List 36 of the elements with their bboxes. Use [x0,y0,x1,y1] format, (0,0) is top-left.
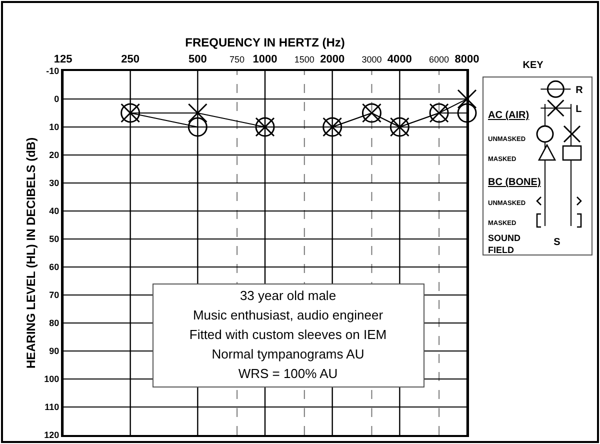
legend-label: R [576,85,584,96]
text: BC (BONE) [488,177,541,188]
x-tick-label: 6000 [429,54,450,65]
y-tick-label: -10 [46,66,60,76]
text: S [554,237,561,248]
x-tick-label: 1500 [294,54,314,65]
x-tick-label: 250 [121,54,140,66]
x-tick-label: 500 [188,54,207,66]
y-tick-label: 100 [44,374,60,384]
y-tick-label: 40 [49,206,60,216]
y-tick-label: 10 [49,122,60,132]
y-tick-label: 20 [49,150,60,160]
y-tick-label: 50 [49,234,60,244]
x-tick-label: 3000 [362,54,382,65]
x-tick-label: 8000 [454,54,480,66]
y-tick-label: 30 [49,178,60,188]
y-tick-label: 110 [44,402,60,412]
legend-title: KEY [522,60,544,71]
text: AC (AIR) [488,110,530,121]
y-tick-label: 90 [49,346,60,356]
x-tick-label: 125 [54,54,72,66]
text: SOUND FIELD [488,233,521,255]
legend-label: L [576,104,582,116]
y-axis-title: HEARING LEVEL (HL) IN DECIBELS (dB) [24,137,38,369]
y-tick-label: 120 [44,430,60,440]
x-axis-title: FREQUENCY IN HERTZ (Hz) [185,35,345,50]
x-tick-label: 2000 [320,54,345,66]
x-tick-label: 4000 [387,54,412,66]
y-tick-label: 60 [49,262,60,272]
y-tick-label: 80 [49,318,60,328]
x-tick-label: 1000 [252,54,278,66]
x-tick-label: 750 [230,54,245,65]
annotation: 33 year old male Music enthusiast, audio engineer Fitted with custom sleeves on IEM Normal tympanograms AU WRS = 100% AU [189,288,387,381]
y-tick-label: 0 [54,94,60,104]
note-box: 33 year old male Music enthusiast, audio engineer Fitted with custom sleeves on IEM Normal tympanograms AU WRS = 100% AU [152,284,424,388]
y-tick-label: 70 [49,290,60,300]
